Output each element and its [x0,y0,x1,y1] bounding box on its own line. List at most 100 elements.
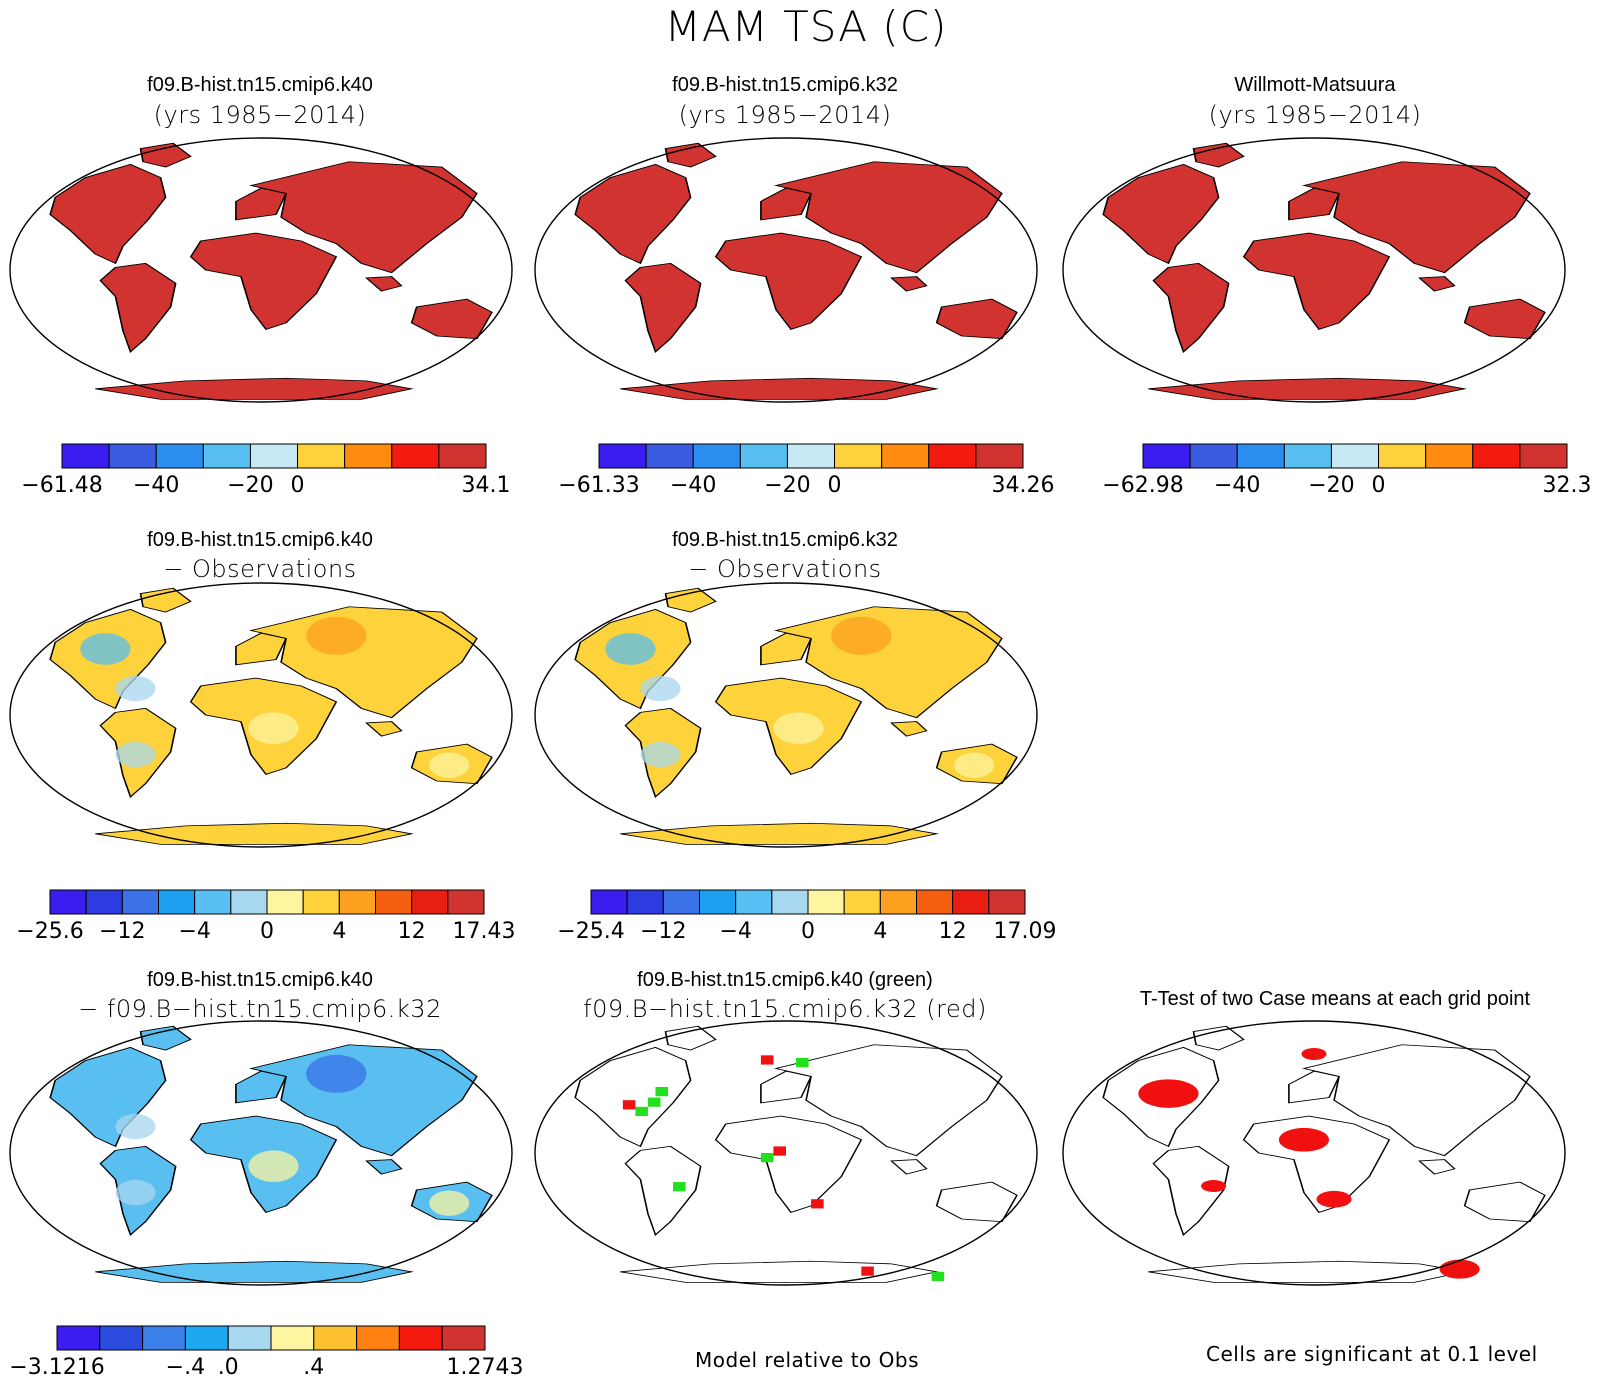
colorbar-4-swatch-12 [447,889,485,915]
colorbar-1-swatch-3 [155,443,204,469]
colorbar-1-swatch-9 [438,443,487,469]
colorbar-6-label-1: −3.1216 [9,1355,104,1380]
colorbar-3-swatch-1 [1142,443,1191,469]
colorbar-4-swatch-9 [338,889,377,915]
colorbar-3-swatch-2 [1189,443,1238,469]
colorbar-1-swatch-4 [202,443,251,469]
colorbar-2-swatch-5 [786,443,836,469]
colorbar-1: −61.48 −40 −20 0 34.1 [21,443,511,498]
colorbar-6-swatch-6 [270,1325,315,1351]
map-panel-3 [1063,138,1565,402]
panel-2-subtitle: (yrs 1985−2014) [678,101,892,129]
figure-title: MAM TSA (C) [664,2,948,51]
map-panel-5 [535,583,1037,847]
colorbar-3-label-5: 32.3 [1543,473,1592,498]
panel-8-title: T-Test of two Case means at each grid po… [1139,988,1531,1010]
panel-7-note: Model relative to Obs [695,1348,919,1372]
colorbar-2-label-3: −20 [764,473,810,498]
map-panel-1 [10,138,512,402]
map-border-4 [9,582,513,848]
panel-1-title: f09.B-hist.tn15.cmip6.k40 [147,74,373,96]
colorbar-4-swatch-1 [49,889,87,915]
map-border-2 [534,137,1038,403]
colorbar-5-swatch-2 [626,889,664,915]
colorbar-5-swatch-9 [879,889,917,915]
colorbar-4-swatch-11 [411,889,449,915]
colorbar-2-swatch-3 [692,443,741,469]
colorbar-4-label-3: −4 [178,919,210,944]
colorbar-6-swatch-9 [398,1325,443,1351]
colorbar-3: −62.98 −40 −20 0 32.3 [1102,443,1592,498]
map-border-3 [1062,137,1566,403]
colorbar-6-label-2: −.4 [166,1355,205,1380]
colorbar-2-label-4: 0 [828,473,842,498]
colorbar-5: −25.4 −12 −4 0 4 12 17.09 [557,889,1057,944]
colorbar-2-swatch-7 [881,443,930,469]
map-border-1 [9,137,513,403]
colorbar-4-label-4: 0 [260,919,274,944]
colorbar-5-label-6: 12 [939,919,967,944]
colorbar-5-swatch-12 [988,889,1026,915]
colorbar-2-swatch-8 [928,443,977,469]
colorbar-6-label-3: .0 [218,1355,239,1380]
colorbar-2-swatch-6 [834,443,883,469]
panel-6-subtitle: − f09.B−hist.tn15.cmip6.k32 [78,995,442,1023]
colorbar-4-swatch-3 [121,889,160,915]
colorbar-6-swatch-2 [99,1325,144,1351]
colorbar-4-swatch-10 [375,889,413,915]
colorbar-5-swatch-3 [662,889,700,915]
colorbar-6-swatch-4 [184,1325,229,1351]
colorbar-3-swatch-7 [1425,443,1474,469]
colorbar-4-swatch-8 [302,889,340,915]
map-border-6 [9,1020,513,1286]
colorbar-6-swatch-3 [142,1325,186,1351]
colorbar-6-swatch-8 [356,1325,400,1351]
colorbar-2-label-2: −40 [670,473,716,498]
colorbar-5-swatch-6 [771,889,809,915]
panel-2-title: f09.B-hist.tn15.cmip6.k32 [672,74,898,96]
colorbar-3-swatch-6 [1378,443,1427,469]
colorbar-6-swatch-5 [227,1325,272,1351]
colorbar-1-swatch-8 [391,443,440,469]
colorbar-2-swatch-1 [598,443,647,469]
colorbar-2-swatch-2 [645,443,694,469]
colorbar-5-label-1: −25.4 [557,919,624,944]
colorbar-5-label-7: 17.09 [994,919,1057,944]
colorbar-5-swatch-4 [699,889,737,915]
colorbar-2-label-5: 34.26 [992,473,1055,498]
colorbar-5-label-5: 4 [873,919,887,944]
panel-4-title: f09.B-hist.tn15.cmip6.k40 [147,529,373,551]
panel-3-subtitle: (yrs 1985−2014) [1208,101,1422,129]
colorbar-3-swatch-3 [1236,443,1285,469]
map-border-5 [534,582,1038,848]
panel-5-subtitle: − Observations [688,555,882,583]
colorbar-5-label-4: 0 [801,919,815,944]
colorbar-4-swatch-4 [158,889,196,915]
colorbar-3-swatch-5 [1330,443,1380,469]
colorbar-2-swatch-9 [975,443,1024,469]
panel-3-title: Willmott-Matsuura [1234,74,1396,96]
map-panel-4 [10,583,512,847]
colorbar-4-label-6: 12 [398,919,426,944]
colorbar-4-label-1: −25.6 [16,919,83,944]
map-panel-8 [1063,1021,1565,1285]
colorbar-1-swatch-6 [297,443,346,469]
colorbar-3-label-3: −20 [1308,473,1354,498]
colorbar-1-label-3: −20 [227,473,273,498]
colorbar-5-swatch-5 [735,889,773,915]
colorbar-5-swatch-7 [807,889,845,915]
colorbar-3-swatch-4 [1283,443,1332,469]
colorbar-4-swatch-2 [85,889,123,915]
colorbar-6-label-4: .4 [303,1355,324,1380]
colorbar-2-label-1: −61.33 [558,473,639,498]
colorbar-6-label-5: 1.2743 [447,1355,524,1380]
colorbar-1-label-2: −40 [133,473,179,498]
colorbar-5-swatch-10 [916,889,954,915]
colorbar-1-label-5: 34.1 [462,473,511,498]
colorbar-1-swatch-1 [61,443,110,469]
colorbar-5-swatch-8 [843,889,881,915]
map-border-7 [534,1020,1038,1286]
colorbar-6-swatch-10 [441,1325,486,1351]
colorbar-1-swatch-2 [108,443,157,469]
